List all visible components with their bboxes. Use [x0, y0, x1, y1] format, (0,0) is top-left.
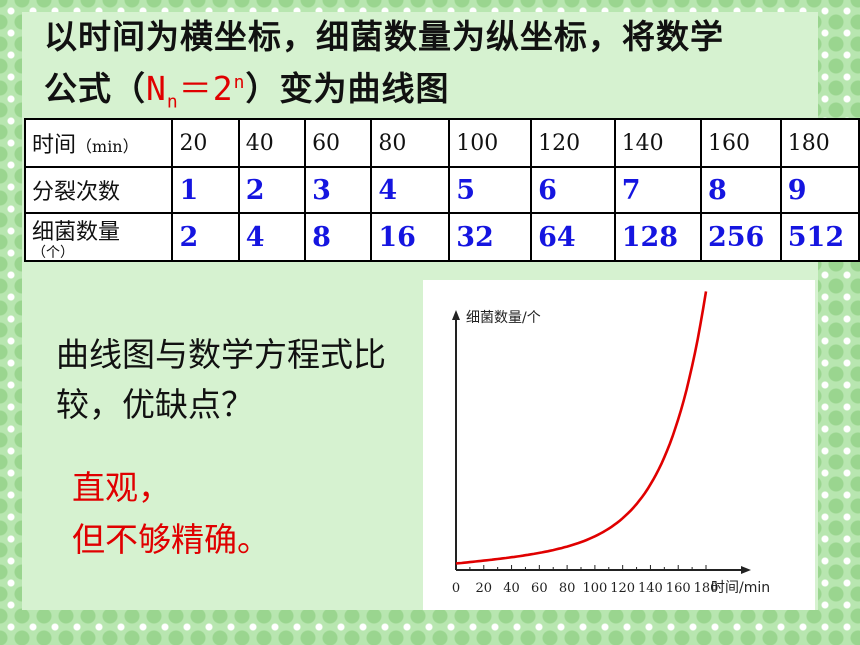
time-cell: 40 [237, 118, 307, 168]
title-line-1: 以时间为横坐标，细菌数量为纵坐标，将数学 [44, 17, 724, 56]
time-cell: 60 [304, 118, 373, 168]
time-cell: 20 [171, 118, 240, 168]
formula-sup: n [233, 72, 246, 93]
time-cell: 80 [370, 118, 451, 168]
count-cell: 8 [304, 212, 373, 262]
x-tick-label: 0 [452, 581, 460, 596]
division-cell: 8 [699, 166, 782, 214]
question-text: 曲线图与数学方程式比较，优缺点？ [56, 335, 386, 424]
division-cell: 5 [448, 166, 533, 214]
division-cell: 4 [370, 166, 451, 214]
growth-curve [455, 291, 708, 565]
title-prefix: 公式（ [44, 69, 146, 108]
x-tick-label: 40 [503, 581, 520, 596]
growth-chart: 0 20 40 60 80 100 120 140 160 180 细菌数量/个时间/min [423, 280, 815, 610]
division-cell: 2 [237, 166, 307, 214]
x-tick-label: 60 [531, 581, 548, 596]
x-tick-label: 80 [559, 581, 576, 596]
formula-base: N [146, 69, 167, 108]
growth-chart-svg: 0 20 40 60 80 100 120 140 160 180 细菌数量/个时间/min [452, 291, 770, 596]
formula: Nn＝2n [146, 69, 246, 113]
answer-text: 直观， 但不够精确。 [72, 462, 270, 566]
x-tick-label: 120 [610, 581, 635, 596]
x-tick-label: 140 [638, 581, 663, 596]
x-axis-arrow [741, 566, 751, 574]
answer-line-2: 但不够精确。 [72, 520, 270, 559]
time-cell: 120 [530, 118, 616, 168]
count-cell: 4 [237, 212, 307, 262]
division-cell: 1 [171, 166, 240, 214]
formula-sub: n [166, 91, 179, 113]
x-axis-label: 时间/min [711, 580, 770, 596]
count-cell: 16 [370, 212, 451, 262]
x-tick-label: 20 [476, 581, 493, 596]
count-row-header: 细菌数量 （个） [23, 212, 174, 262]
x-tick-label: 160 [666, 581, 691, 596]
time-unit: （min） [76, 137, 139, 156]
division-cell: 3 [304, 166, 373, 214]
count-cell: 512 [779, 212, 860, 262]
count-label: 细菌数量 [32, 220, 121, 245]
x-tick-label: 180 [694, 581, 719, 596]
time-cell: 140 [613, 118, 702, 168]
count-cell: 256 [699, 212, 782, 262]
count-cell: 64 [530, 212, 616, 262]
formula-eq: ＝2 [178, 69, 234, 108]
count-cell: 32 [448, 212, 533, 262]
time-cell: 180 [779, 118, 860, 168]
time-row: 时间（min） 20 40 60 80 100 120 140 160 180 [23, 118, 860, 168]
slide-title: 以时间为横坐标，细菌数量为纵坐标，将数学 公式（Nn＝2n）变为曲线图 [44, 14, 824, 126]
count-cell: 128 [613, 212, 702, 262]
count-unit: （个） [32, 245, 74, 261]
time-row-header: 时间（min） [23, 118, 174, 168]
x-tick-label: 100 [582, 581, 607, 596]
answer-line-1: 直观， [72, 468, 171, 507]
division-cell: 7 [613, 166, 702, 214]
division-cell: 6 [530, 166, 616, 214]
y-axis-label: 细菌数量/个 [466, 310, 541, 326]
title-line-2: 公式（Nn＝2n）变为曲线图 [44, 60, 824, 126]
time-cell: 100 [448, 118, 533, 168]
time-label: 时间 [32, 133, 77, 158]
division-cell: 9 [779, 166, 860, 214]
time-cell: 160 [699, 118, 782, 168]
title-suffix: ）变为曲线图 [245, 69, 450, 108]
count-row: 细菌数量 （个） 2 4 8 16 32 64 128 256 512 [23, 212, 860, 262]
y-axis-arrow [452, 310, 460, 320]
count-cell: 2 [171, 212, 240, 262]
divisions-row-header: 分裂次数 [23, 166, 174, 214]
